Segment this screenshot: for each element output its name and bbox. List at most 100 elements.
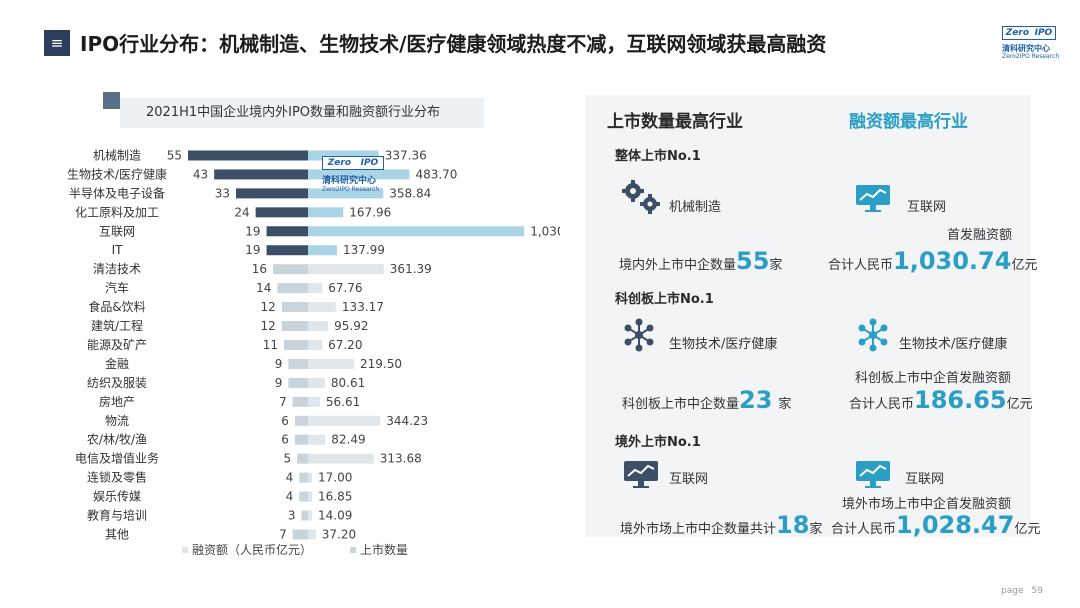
amount-label: 219.50: [360, 357, 402, 371]
category-label: 教育与培训: [87, 508, 147, 523]
category-label: 汽车: [105, 280, 129, 295]
section-marker: [103, 92, 120, 109]
category-label: 房地产: [99, 394, 135, 409]
category-label: 其他: [105, 527, 129, 541]
overseas-amount-industry: 互联网: [905, 472, 945, 487]
legend-label-count: 上市数量: [360, 542, 408, 557]
count-label: 19: [245, 243, 260, 257]
amount-bar: [308, 510, 312, 521]
amount-bar: [308, 472, 312, 483]
overseas-amount-value: 1,028.47: [896, 511, 1015, 539]
logo-box-right: IPO: [1034, 28, 1053, 38]
count-label: 24: [234, 205, 249, 219]
category-label: 娱乐传媒: [93, 489, 141, 504]
overall-amount-line: 合计人民币1,030.74亿元: [828, 247, 1037, 275]
heading-count: 上市数量最高行业: [607, 112, 743, 132]
gears-icon: [622, 180, 660, 214]
amount-label: 37.20: [322, 527, 356, 541]
section-overall-label: 整体上市No.1: [615, 149, 701, 164]
amount-label: 167.96: [349, 205, 391, 219]
count-label: 9: [275, 357, 283, 371]
overseas-amount-line: 合计人民币1,028.47亿元: [831, 511, 1040, 539]
amount-label: 483.70: [415, 167, 457, 181]
count-label: 11: [263, 338, 278, 352]
overseas-amount-desc: 境外市场上市中企首发融资额: [842, 497, 1012, 512]
amount-bar: [308, 188, 384, 199]
category-label: 物流: [105, 414, 129, 428]
logo-box-left: Zero: [1005, 28, 1030, 38]
count-bar: [273, 264, 308, 275]
amount-bar: [308, 339, 323, 350]
page-title: IPO行业分布：机械制造、生物技术/医疗健康领域热度不减，互联网领域获最高融资: [80, 32, 827, 56]
section-star-label: 科创板上市No.1: [615, 292, 714, 307]
amount-bar: [308, 169, 410, 180]
overall-count-line: 境内外上市中企数量55家: [619, 247, 782, 275]
category-label: 能源及矿产: [87, 338, 147, 352]
brand-logo: Zero IPO: [1002, 26, 1056, 40]
count-bar: [281, 302, 308, 313]
amount-label: 16.85: [318, 490, 352, 504]
count-bar: [266, 245, 308, 256]
page-number-value: 59: [1031, 586, 1043, 596]
overseas-count-industry: 互联网: [669, 472, 709, 487]
section-overseas-label: 境外上市No.1: [615, 435, 701, 450]
count-bar: [292, 529, 308, 540]
count-bar: [299, 491, 308, 502]
count-label: 9: [275, 376, 283, 390]
category-label: 半导体及电子设备: [69, 186, 165, 200]
category-label: 农/林/牧/渔: [87, 433, 147, 447]
count-label: 4: [286, 471, 294, 485]
amount-bar: [308, 358, 355, 369]
logo-cn-text: 清科研究中心: [1002, 44, 1050, 53]
count-label: 6: [281, 433, 289, 447]
amount-bar: [308, 491, 312, 502]
overall-amount-desc: 首发融资额: [947, 228, 1013, 243]
star-count-industry: 生物技术/医疗健康: [669, 337, 778, 352]
amount-label: 358.84: [389, 186, 431, 200]
molecule-icon: [624, 318, 654, 352]
amount-bar: [308, 415, 381, 426]
count-bar: [277, 283, 308, 294]
category-label: 化工原料及加工: [75, 205, 159, 219]
overall-count-value: 55: [736, 247, 770, 275]
legend-label-amount: 融资额（人民币亿元）: [192, 542, 312, 557]
menu-icon[interactable]: ≡: [44, 30, 70, 56]
amount-label: 1,030.74: [530, 224, 560, 238]
count-bar: [255, 207, 308, 218]
star-amount-value: 186.65: [914, 386, 1007, 414]
count-bar: [284, 339, 308, 350]
monitor-chart-icon: [856, 185, 890, 212]
amount-bar: [308, 283, 323, 294]
amount-bar: [308, 207, 344, 218]
category-label: 食品&饮料: [88, 299, 145, 314]
watermark-box-right: IPO: [360, 158, 379, 168]
category-label: 电信及增值业务: [75, 451, 159, 466]
overall-amount-industry: 互联网: [907, 200, 947, 215]
amount-label: 137.99: [343, 243, 385, 257]
amount-label: 133.17: [342, 300, 384, 314]
category-label: 互联网: [99, 224, 135, 238]
star-count-line: 科创板上市中企数量23 家: [622, 386, 791, 414]
amount-bar: [308, 226, 525, 237]
count-bar: [288, 358, 308, 369]
watermark-logo: Zero IPO 清科研究中心 Zero2IPO Research: [322, 156, 412, 200]
amount-bar: [308, 529, 316, 540]
count-bar: [301, 510, 308, 521]
star-count-value: 23: [739, 386, 773, 414]
page-label: page: [1001, 586, 1024, 596]
count-label: 4: [286, 490, 294, 504]
star-amount-desc: 科创板上市中企首发融资额: [855, 371, 1012, 386]
amount-bar: [308, 264, 384, 275]
category-label: 金融: [105, 356, 129, 371]
count-bar: [297, 453, 308, 464]
overall-count-industry: 机械制造: [669, 200, 722, 215]
overseas-count-value: 18: [776, 511, 810, 539]
count-bar: [188, 150, 308, 161]
legend-swatch-count: [350, 547, 356, 553]
count-label: 14: [256, 281, 271, 295]
overall-amount-prefix: 合计人民币: [828, 258, 894, 273]
count-label: 16: [252, 262, 267, 276]
category-label: 生物技术/医疗健康: [67, 166, 167, 181]
category-label: 建筑/工程: [91, 318, 143, 333]
